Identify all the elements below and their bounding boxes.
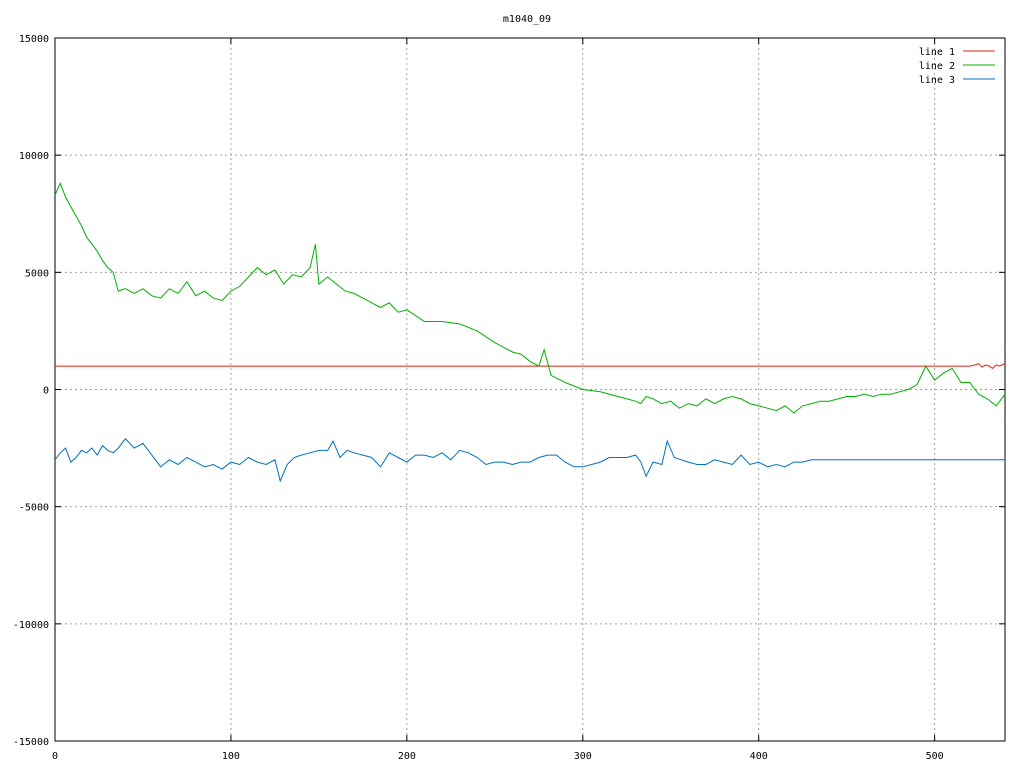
y-tick-label: 0: [43, 386, 49, 397]
axes-layer: 0 100 200 300 400 500 -15000 -10000 -5000 0 5000 10…: [13, 34, 1006, 762]
x-tick-label: 400: [750, 751, 768, 762]
grid-layer: [55, 38, 1005, 741]
y-tick-label: 10000: [19, 151, 49, 162]
y-tick-label: -15000: [13, 737, 49, 748]
x-tick-label: 300: [574, 751, 592, 762]
y-tick-label: -5000: [19, 503, 49, 514]
x-tick-label: 500: [926, 751, 944, 762]
legend: line 1 line 2 line 3: [919, 47, 995, 86]
series-line-2: [54, 181, 1006, 414]
y-tick-label: 5000: [25, 268, 49, 279]
x-tick-label: 200: [398, 751, 416, 762]
series-line-1: [55, 363, 1006, 370]
legend-label-2: line 2: [919, 61, 955, 72]
series-line-3: [54, 437, 1005, 483]
y-tick-label: -10000: [13, 620, 49, 631]
chart-title: m1040_09: [503, 14, 551, 25]
y-tick-label: 15000: [19, 34, 49, 45]
x-tick-label: 0: [52, 751, 58, 762]
series-layer: [54, 181, 1006, 483]
legend-label-1: line 1: [919, 47, 955, 58]
x-tick-label: 100: [222, 751, 240, 762]
legend-label-3: line 3: [919, 75, 955, 86]
